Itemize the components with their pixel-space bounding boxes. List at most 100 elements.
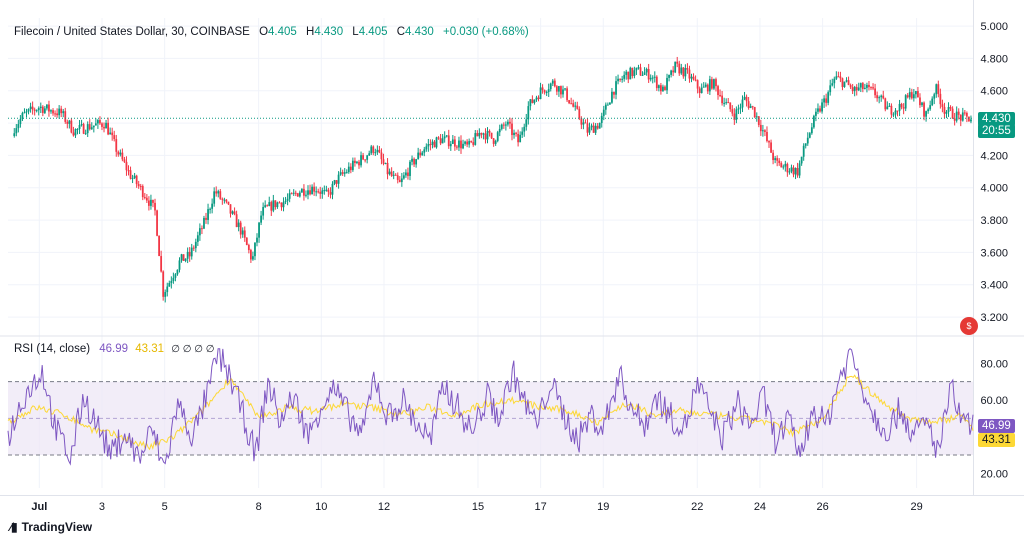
candle-body <box>908 92 911 98</box>
candle-body <box>90 127 93 130</box>
candle-body <box>680 67 683 74</box>
candle-body <box>111 132 114 136</box>
candle-body <box>468 141 471 145</box>
candle-body <box>558 86 560 92</box>
candle-body <box>92 125 95 128</box>
candle-body <box>178 260 181 270</box>
candle-body <box>466 141 469 145</box>
candle-body <box>900 103 903 108</box>
candle-body <box>48 104 50 112</box>
open-value: 4.405 <box>268 26 297 38</box>
candle-body <box>260 215 262 223</box>
candle-body <box>72 132 75 136</box>
candle-body <box>584 122 587 124</box>
candle-body <box>623 74 626 79</box>
candle-body <box>409 161 411 176</box>
flag-icon[interactable]: $ <box>960 317 978 335</box>
candle-body <box>174 274 177 278</box>
candle-body <box>425 146 428 150</box>
candle-body <box>845 80 848 82</box>
candle-body <box>117 151 120 155</box>
candle-body <box>492 138 495 144</box>
candle-body <box>859 83 862 88</box>
time-axis-tick: 24 <box>754 501 766 513</box>
candle-body <box>482 133 485 135</box>
symbol-header: Filecoin / United States Dollar, 30, COI… <box>14 26 529 38</box>
candle-body <box>955 111 958 121</box>
candle-body <box>160 256 163 272</box>
candle-body <box>817 108 819 112</box>
candle-body <box>555 86 558 92</box>
candle-body <box>58 108 61 116</box>
candle-body <box>833 78 836 84</box>
candle-body <box>639 67 642 76</box>
candle-body <box>262 206 265 216</box>
candle-body <box>341 172 344 174</box>
candle-body <box>766 131 768 142</box>
time-axis-tick: 12 <box>378 501 390 513</box>
candle-body <box>402 175 405 179</box>
candle-body <box>651 77 654 79</box>
candle-body <box>211 203 214 209</box>
candle-body <box>23 112 26 114</box>
candle-body <box>725 102 728 104</box>
high-label: H <box>306 26 315 38</box>
candle-body <box>415 159 418 165</box>
candle-body <box>223 199 226 201</box>
candle-body <box>949 107 952 109</box>
candle-body <box>488 130 491 133</box>
candle-body <box>551 80 554 84</box>
candle-body <box>19 118 22 125</box>
candle-body <box>405 172 407 176</box>
rsi-value: 46.99 <box>99 343 129 355</box>
candle-body <box>480 132 483 135</box>
candle-body <box>594 125 597 133</box>
candle-body <box>13 133 16 137</box>
candle-body <box>127 170 130 172</box>
candle-body <box>290 193 293 195</box>
candle-body <box>537 97 540 99</box>
candle-body <box>502 124 505 126</box>
time-axis-tick: Jul <box>31 501 47 513</box>
candle-body <box>684 68 687 77</box>
candle-body <box>717 86 719 96</box>
candle-body <box>198 228 201 236</box>
candle-body <box>443 136 446 139</box>
candle-body <box>910 92 913 99</box>
candle-body <box>33 109 36 111</box>
candle-body <box>602 109 605 116</box>
candle-body <box>345 172 348 174</box>
candle-body <box>272 200 275 211</box>
candle-body <box>311 186 313 195</box>
candle-body <box>254 242 256 257</box>
tradingview-logo[interactable]: ⁄▮ TradingView <box>10 520 92 534</box>
candle-body <box>935 84 938 95</box>
candle-body <box>666 77 668 91</box>
candle-body <box>849 85 852 88</box>
candle-body <box>221 198 224 200</box>
candle-body <box>264 205 267 207</box>
candle-body <box>280 202 283 208</box>
candle-body <box>229 204 232 214</box>
candle-body <box>553 80 556 87</box>
candle-body <box>619 78 622 80</box>
candle-body <box>606 104 609 106</box>
candle-body <box>678 63 681 74</box>
time-axis-tick: 10 <box>315 501 327 513</box>
candle-body <box>835 76 838 79</box>
candle-body <box>947 107 950 112</box>
candle-body <box>170 280 173 283</box>
candle-body <box>300 188 303 193</box>
candle-body <box>696 80 699 89</box>
candle-body <box>574 105 577 107</box>
candle-body <box>329 192 332 195</box>
candle-body <box>192 247 195 249</box>
candle-body <box>509 121 511 124</box>
candle-body <box>445 135 448 137</box>
candle-body <box>113 135 116 140</box>
candle-body <box>570 103 573 105</box>
rsi-ma-value: 43.31 <box>135 343 165 355</box>
open-label: O <box>259 26 269 38</box>
candle-body <box>919 97 921 106</box>
